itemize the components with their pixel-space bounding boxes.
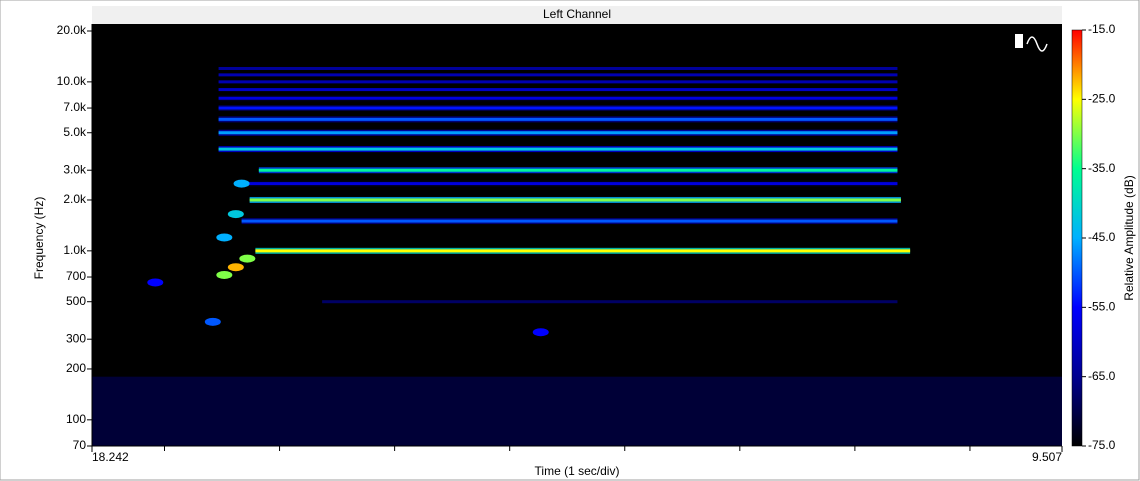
noise-band	[92, 377, 1062, 446]
harmonic-track	[219, 107, 898, 110]
colorbar-tick-label: -55.0	[1088, 300, 1116, 314]
colorbar-tick-label: -35.0	[1088, 161, 1116, 175]
chart-title: Left Channel	[543, 7, 611, 21]
blob	[228, 210, 244, 218]
y-tick-label: 5.0k	[63, 125, 87, 139]
harmonic-track	[219, 148, 898, 151]
y-tick-label: 200	[66, 361, 86, 375]
y-tick-label: 7.0k	[63, 100, 87, 114]
y-tick-label: 10.0k	[57, 74, 87, 88]
y-tick-label: 700	[66, 269, 86, 283]
harmonic-track	[250, 198, 901, 201]
colorbar	[1072, 30, 1082, 446]
blob	[239, 255, 255, 263]
y-tick-label: 2.0k	[63, 192, 87, 206]
colorbar-tick-label: -75.0	[1088, 438, 1116, 452]
harmonic-track	[219, 118, 898, 121]
harmonic-track	[219, 131, 898, 134]
harmonic-track	[242, 220, 898, 223]
x-axis-label: Time (1 sec/div)	[535, 464, 620, 478]
y-tick-label: 70	[73, 438, 87, 452]
y-tick-label: 1.0k	[63, 243, 87, 257]
harmonic-track	[259, 169, 898, 172]
colorbar-tick-label: -65.0	[1088, 369, 1116, 383]
blob	[228, 263, 244, 271]
harmonic-track	[219, 67, 898, 70]
y-tick-label: 100	[66, 412, 86, 426]
blob	[147, 278, 163, 286]
colorbar-label: Relative Amplitude (dB)	[1122, 175, 1136, 300]
colorbar-tick-label: -15.0	[1088, 22, 1116, 36]
harmonic-track	[322, 300, 897, 303]
chart: Left Channel Frequency (Hz) Time (1 sec/…	[0, 0, 1140, 481]
blob	[216, 233, 232, 241]
blob	[533, 328, 549, 336]
harmonic-track	[242, 182, 898, 185]
colorbar-tick-label: -25.0	[1088, 92, 1116, 106]
colorbar-tick-label: -45.0	[1088, 230, 1116, 244]
x-tick-label: 18.242	[92, 450, 129, 464]
harmonic-track	[219, 97, 898, 100]
y-tick-label: 3.0k	[63, 162, 87, 176]
blob	[234, 180, 250, 188]
blob	[216, 271, 232, 279]
harmonic-track	[219, 73, 898, 76]
y-tick-label: 500	[66, 294, 86, 308]
y-tick-label: 300	[66, 331, 86, 345]
harmonic-track	[219, 88, 898, 91]
y-axis-label: Frequency (Hz)	[32, 197, 46, 280]
harmonic-track	[219, 80, 898, 83]
harmonic-track	[255, 249, 910, 252]
y-tick-label: 20.0k	[57, 23, 87, 37]
blob	[205, 318, 221, 326]
x-tick-label: 9.507	[1032, 450, 1062, 464]
